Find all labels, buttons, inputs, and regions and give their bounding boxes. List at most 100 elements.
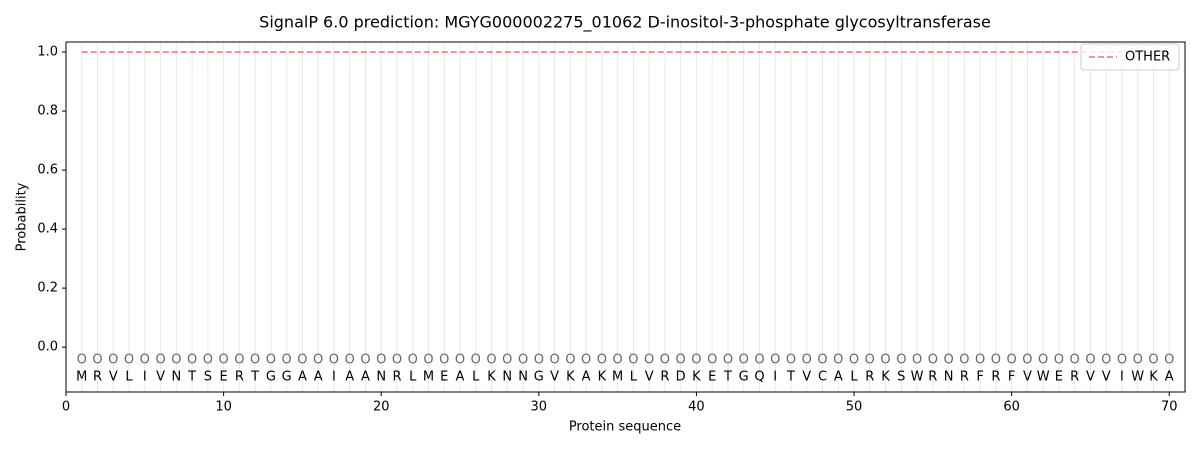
predicted-label: O — [770, 353, 780, 368]
residue: N — [171, 370, 181, 385]
residue: E — [440, 370, 448, 385]
predicted-label: O — [802, 353, 812, 368]
residue: G — [739, 370, 749, 385]
y-tick-label: 0.2 — [37, 281, 58, 296]
residue: N — [518, 370, 528, 385]
predicted-label: O — [817, 353, 827, 368]
residue: E — [219, 370, 227, 385]
predicted-label: O — [297, 353, 307, 368]
residue: M — [76, 370, 87, 385]
residue: V — [1102, 370, 1111, 385]
residue: I — [143, 370, 147, 385]
predicted-label: O — [108, 353, 118, 368]
residue: R — [960, 370, 969, 385]
predicted-label: O — [644, 353, 654, 368]
residue: M — [423, 370, 434, 385]
residue: L — [472, 370, 480, 385]
legend-box — [1080, 43, 1180, 71]
predicted-label: O — [1085, 353, 1095, 368]
residue: A — [582, 370, 591, 385]
residue: I — [773, 370, 777, 385]
residue: V — [550, 370, 559, 385]
predicted-label: O — [597, 353, 607, 368]
residue: V — [1086, 370, 1095, 385]
predicted-label: O — [518, 353, 528, 368]
x-tick-label: 0 — [62, 400, 70, 415]
predicted-label: O — [754, 353, 764, 368]
residue: T — [723, 370, 732, 385]
y-tick-label: 0.4 — [37, 222, 58, 237]
x-tick-label: 70 — [1161, 400, 1178, 415]
residue: V — [645, 370, 654, 385]
residue: A — [314, 370, 323, 385]
predicted-label: O — [1117, 353, 1127, 368]
predicted-label: O — [691, 353, 701, 368]
predicted-label: O — [423, 353, 433, 368]
predicted-label: O — [203, 353, 213, 368]
predicted-label: O — [329, 353, 339, 368]
residue: L — [125, 370, 133, 385]
predicted-label: O — [266, 353, 276, 368]
predicted-label: O — [896, 353, 906, 368]
predicted-label: O — [92, 353, 102, 368]
residue: C — [818, 370, 827, 385]
predicted-label: O — [77, 353, 87, 368]
residue: R — [928, 370, 937, 385]
predicted-label: O — [912, 353, 922, 368]
residue: N — [376, 370, 386, 385]
x-tick-label: 20 — [373, 400, 390, 415]
residue: A — [361, 370, 370, 385]
predicted-label: O — [1101, 353, 1111, 368]
residue: T — [250, 370, 259, 385]
predicted-label: O — [1148, 353, 1158, 368]
predicted-label: O — [943, 353, 953, 368]
residue: D — [676, 370, 686, 385]
residue: R — [1070, 370, 1079, 385]
predicted-label: O — [1038, 353, 1048, 368]
residue: K — [1149, 370, 1158, 385]
predicted-label: O — [975, 353, 985, 368]
predicted-label: O — [959, 353, 969, 368]
residue: G — [534, 370, 544, 385]
predicted-label: O — [155, 353, 165, 368]
residue: V — [109, 370, 118, 385]
y-tick-label: 0.6 — [37, 163, 58, 178]
predicted-label: O — [833, 353, 843, 368]
predicted-label: O — [534, 353, 544, 368]
residue: Q — [754, 370, 764, 385]
residue: T — [786, 370, 795, 385]
x-tick-label: 50 — [846, 400, 863, 415]
predicted-label: O — [880, 353, 890, 368]
predicted-label: O — [1070, 353, 1080, 368]
predicted-label: O — [676, 353, 686, 368]
residue: K — [881, 370, 890, 385]
residue: S — [897, 370, 905, 385]
predicted-label: O — [707, 353, 717, 368]
y-axis-label: Probability — [15, 182, 30, 251]
predicted-label: O — [313, 353, 323, 368]
predicted-label: O — [502, 353, 512, 368]
residue: F — [1008, 370, 1015, 385]
predicted-label: O — [660, 353, 670, 368]
residue: S — [204, 370, 212, 385]
residue: E — [708, 370, 716, 385]
residue: M — [612, 370, 623, 385]
residue: A — [834, 370, 843, 385]
y-tick-label: 1.0 — [37, 45, 58, 60]
predicted-label: O — [171, 353, 181, 368]
predicted-label: O — [140, 353, 150, 368]
residue: A — [298, 370, 307, 385]
predicted-label: O — [187, 353, 197, 368]
residue: L — [630, 370, 638, 385]
predicted-label: O — [486, 353, 496, 368]
predicted-label: O — [360, 353, 370, 368]
residue: K — [598, 370, 607, 385]
predicted-label: O — [376, 353, 386, 368]
residue: R — [865, 370, 874, 385]
residue: V — [156, 370, 165, 385]
residue: K — [566, 370, 575, 385]
residue: N — [944, 370, 954, 385]
predicted-label: O — [1133, 353, 1143, 368]
predicted-label: O — [250, 353, 260, 368]
